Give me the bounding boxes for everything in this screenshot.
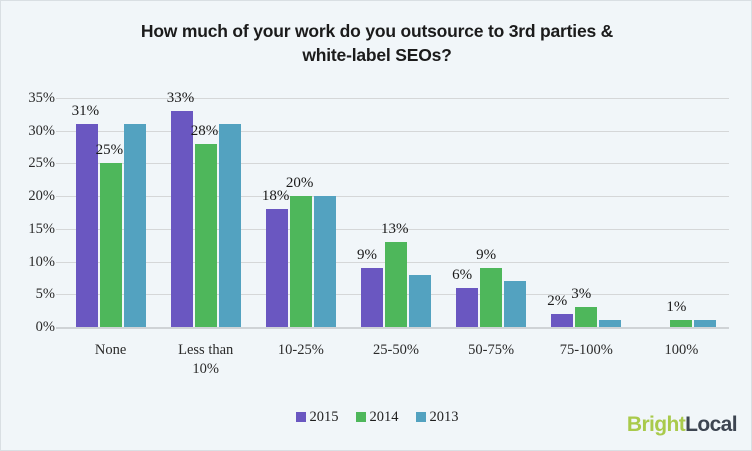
x-axis-tick-label: Less than 10% — [158, 341, 253, 379]
bar-value-label: 6% — [452, 266, 473, 283]
x-axis-tick-label: None — [63, 341, 158, 360]
legend-item-2015[interactable]: 2015 — [295, 409, 339, 425]
x-axis-line — [56, 327, 729, 329]
y-axis-tick-label: 20% — [28, 188, 55, 205]
y-axis-tick-label: 0% — [35, 319, 55, 335]
bar-value-label: 9% — [476, 247, 497, 264]
bar-value-label: 28% — [190, 122, 219, 139]
plot-area — [56, 98, 729, 328]
bar-2013-75-100- — [599, 320, 622, 327]
bar-value-label: 20% — [285, 175, 314, 192]
legend-swatch-icon — [415, 412, 426, 422]
bar-2013-less-than-10- — [218, 124, 241, 327]
y-axis-tick-label: 10% — [28, 253, 55, 270]
y-axis-tick-label: 15% — [28, 220, 55, 237]
x-axis-tick-label: 50-75% — [444, 341, 539, 360]
x-axis-tick-line: Less than — [178, 342, 234, 358]
chart-title-line-1: How much of your work do you outsource t… — [140, 21, 614, 41]
logo-text-bright: Bright — [626, 413, 686, 436]
legend-item-2013[interactable]: 2013 — [415, 409, 459, 425]
y-axis: 35% 30% 25% 20% 15% 10% 5% 0% — [9, 91, 55, 335]
bar-value-label: 18% — [261, 188, 290, 205]
x-axis-tick-label: 25-50% — [348, 341, 443, 360]
bar-2013-none — [123, 124, 146, 327]
bar-value-label: 2% — [547, 292, 568, 309]
x-axis-tick-line: 25-50% — [373, 342, 419, 358]
bar-value-label: 25% — [95, 142, 124, 159]
bar-2014-none — [99, 163, 122, 327]
bar-2015-50-75- — [456, 287, 479, 327]
bar-2014-25-50- — [385, 241, 407, 327]
bar-value-label: 1% — [666, 299, 687, 316]
x-axis-tick-label: 75-100% — [539, 341, 634, 360]
y-axis-tick-label: 25% — [28, 155, 55, 172]
legend-label: 2015 — [309, 409, 339, 425]
legend-swatch-icon — [355, 412, 366, 422]
bar-value-label: 33% — [166, 90, 195, 107]
bar-2014-100- — [670, 320, 693, 327]
brightlocal-logo: BrightLocal — [626, 413, 738, 437]
gridline — [56, 228, 729, 230]
x-axis-tick-line: None — [94, 342, 127, 358]
legend-swatch-icon — [295, 412, 306, 422]
chart-title: How much of your work do you outsource t… — [61, 19, 693, 67]
bar-2013-25-50- — [409, 274, 431, 327]
bar-2015-less-than-10- — [170, 111, 193, 327]
bar-2013-10-25- — [313, 196, 336, 327]
bar-2015-75-100- — [551, 313, 574, 327]
logo-text-local: Local — [685, 413, 737, 436]
gridline — [56, 196, 729, 198]
bar-2015-none — [75, 124, 98, 327]
chart-title-line-2: white-label SEOs? — [302, 45, 452, 65]
y-axis-tick-label: 35% — [28, 90, 55, 106]
bar-value-label: 9% — [357, 247, 377, 264]
x-axis-tick-line: 10% — [192, 361, 219, 377]
legend-label: 2014 — [369, 409, 399, 425]
x-axis-tick-label: 10-25% — [253, 341, 348, 360]
gridline — [56, 130, 729, 132]
chart-legend: 2015 2014 2013 — [1, 409, 751, 425]
x-axis-tick-line: 50-75% — [468, 342, 515, 358]
x-axis-tick-label: 100% — [634, 341, 729, 360]
bar-2013-50-75- — [504, 281, 527, 327]
y-axis-tick-label: 5% — [35, 286, 55, 303]
gridline — [56, 163, 729, 165]
bar-2013-100- — [694, 320, 717, 327]
legend-item-2014[interactable]: 2014 — [355, 409, 399, 425]
bar-2015-10-25- — [265, 209, 288, 327]
x-axis-tick-line: 100% — [664, 342, 699, 358]
x-axis-tick-line: 10-25% — [277, 342, 324, 358]
bar-2014-50-75- — [480, 268, 503, 327]
bar-2014-75-100- — [575, 307, 598, 327]
bar-value-label: 3% — [571, 286, 592, 303]
bar-2014-less-than-10- — [194, 143, 217, 327]
y-axis-tick-label: 30% — [28, 122, 55, 139]
x-axis-tick-line: 75-100% — [559, 342, 613, 358]
gridline — [56, 98, 729, 99]
legend-label: 2013 — [429, 409, 459, 425]
bar-value-label: 13% — [381, 220, 409, 237]
bar-2015-25-50- — [361, 268, 383, 327]
bar-2014-10-25- — [289, 196, 312, 327]
bar-value-label: 31% — [71, 103, 100, 120]
